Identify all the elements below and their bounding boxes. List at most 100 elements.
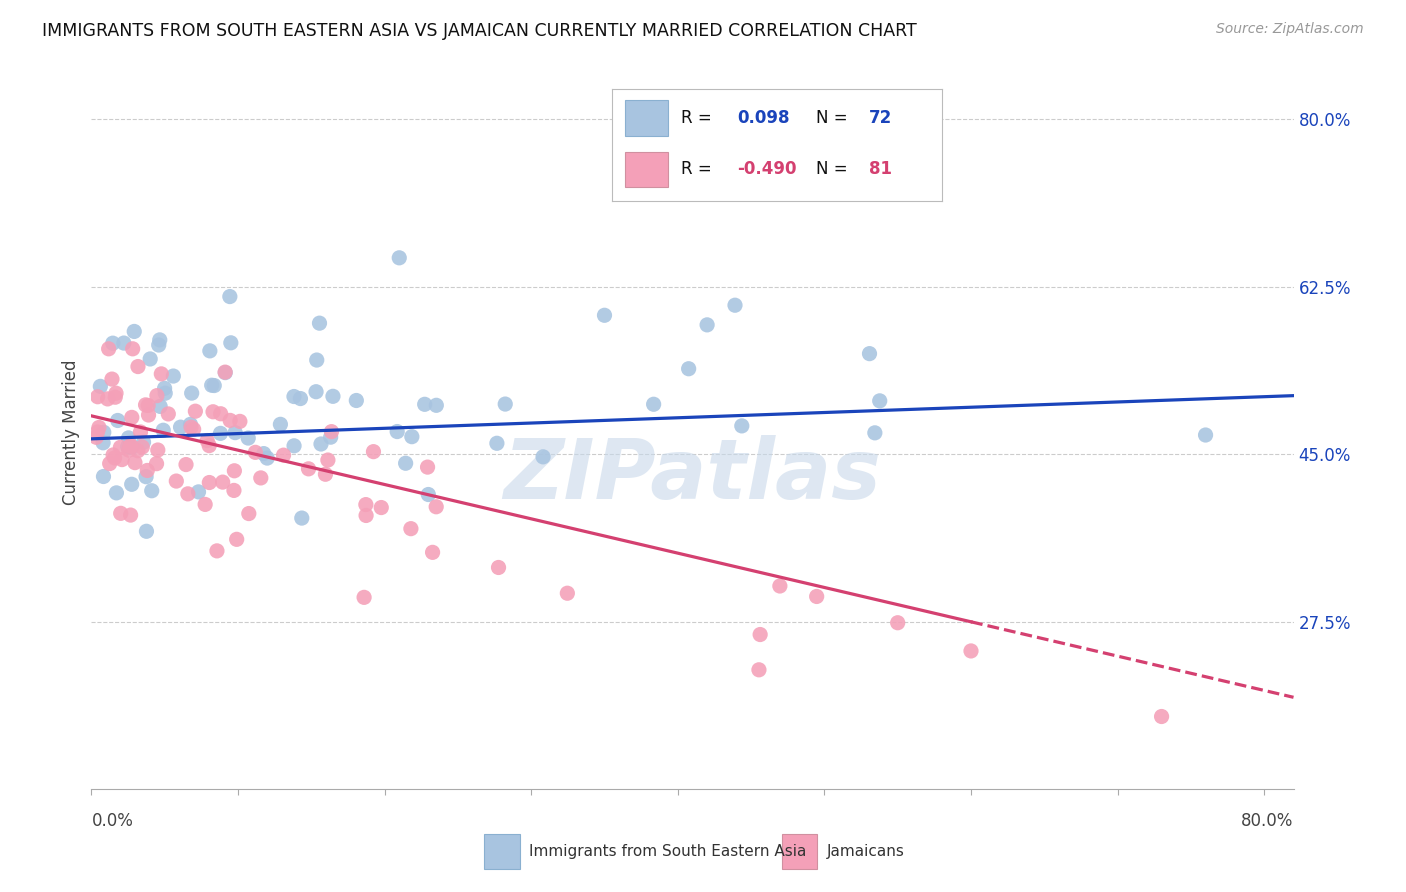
Point bbox=[120, 508, 142, 522]
Text: 80.0%: 80.0% bbox=[1241, 812, 1294, 830]
Point bbox=[229, 414, 252, 428]
Point bbox=[422, 545, 444, 559]
Point bbox=[245, 445, 267, 459]
Point bbox=[127, 443, 149, 458]
Point bbox=[98, 457, 121, 471]
Point bbox=[97, 342, 120, 356]
Point bbox=[104, 450, 127, 465]
Point bbox=[425, 500, 447, 514]
Point bbox=[157, 407, 180, 421]
Point bbox=[724, 298, 747, 312]
Point bbox=[127, 359, 149, 374]
Point bbox=[425, 398, 447, 412]
Point bbox=[135, 398, 157, 412]
Point bbox=[960, 644, 983, 658]
Point bbox=[162, 369, 184, 384]
Point bbox=[401, 430, 423, 444]
Point bbox=[858, 346, 880, 360]
Text: 0.098: 0.098 bbox=[737, 109, 790, 128]
Point bbox=[187, 484, 209, 499]
Point bbox=[141, 483, 163, 498]
Point bbox=[129, 425, 152, 439]
Point bbox=[394, 456, 416, 470]
Point bbox=[253, 447, 276, 461]
Point bbox=[139, 351, 162, 366]
Point bbox=[97, 392, 120, 406]
Point bbox=[180, 386, 202, 401]
Point bbox=[89, 379, 111, 393]
Point bbox=[202, 378, 225, 392]
Point bbox=[149, 400, 172, 414]
Text: Jamaicans: Jamaicans bbox=[827, 844, 905, 859]
Point bbox=[107, 413, 129, 427]
Point bbox=[104, 390, 127, 404]
Point bbox=[749, 627, 772, 641]
Point bbox=[388, 251, 411, 265]
Point bbox=[249, 471, 271, 485]
Point bbox=[101, 372, 124, 386]
Point bbox=[138, 408, 160, 422]
Point bbox=[416, 460, 439, 475]
Point bbox=[291, 511, 314, 525]
Bar bbox=[782, 834, 817, 869]
Point bbox=[121, 410, 143, 425]
Point bbox=[643, 397, 665, 411]
Point bbox=[283, 439, 305, 453]
Point bbox=[146, 443, 169, 458]
Point bbox=[344, 393, 367, 408]
Text: -0.490: -0.490 bbox=[737, 161, 797, 178]
Text: R =: R = bbox=[681, 161, 711, 178]
Point bbox=[110, 507, 132, 521]
Point bbox=[354, 508, 377, 523]
Point bbox=[886, 615, 908, 630]
Text: N =: N = bbox=[817, 109, 848, 128]
Point bbox=[209, 426, 232, 441]
Point bbox=[283, 390, 305, 404]
Point bbox=[117, 440, 139, 454]
Point bbox=[224, 464, 246, 478]
Point bbox=[84, 430, 107, 444]
Point bbox=[121, 477, 143, 491]
Point bbox=[198, 343, 221, 358]
Point bbox=[370, 500, 392, 515]
Point bbox=[180, 420, 202, 434]
Point bbox=[1194, 428, 1216, 442]
Point bbox=[290, 392, 312, 406]
Point bbox=[222, 483, 245, 498]
Point bbox=[152, 423, 174, 437]
Point bbox=[121, 342, 143, 356]
Point bbox=[224, 425, 246, 440]
Point bbox=[696, 318, 718, 332]
Point bbox=[93, 469, 115, 483]
Point bbox=[209, 407, 232, 421]
Point bbox=[169, 420, 191, 434]
Point bbox=[105, 486, 128, 500]
Point bbox=[145, 457, 167, 471]
Point bbox=[165, 474, 187, 488]
Point bbox=[124, 456, 146, 470]
Point bbox=[184, 404, 207, 418]
Point bbox=[117, 431, 139, 445]
Point bbox=[305, 384, 328, 399]
Point bbox=[87, 420, 110, 434]
Point bbox=[531, 450, 554, 464]
Point bbox=[136, 399, 159, 413]
Text: N =: N = bbox=[817, 161, 848, 178]
Point bbox=[869, 393, 891, 408]
Point bbox=[155, 386, 177, 401]
Point bbox=[678, 361, 700, 376]
Point bbox=[1150, 709, 1173, 723]
Point bbox=[322, 389, 344, 403]
Point bbox=[413, 397, 436, 411]
Point bbox=[214, 366, 236, 380]
Point bbox=[120, 439, 142, 453]
Point bbox=[238, 431, 260, 445]
Point bbox=[121, 440, 143, 454]
Point bbox=[494, 397, 516, 411]
Point bbox=[86, 390, 108, 404]
Point bbox=[132, 435, 155, 450]
Point bbox=[131, 440, 153, 454]
Point bbox=[205, 544, 228, 558]
Point bbox=[353, 591, 375, 605]
Point bbox=[806, 590, 828, 604]
